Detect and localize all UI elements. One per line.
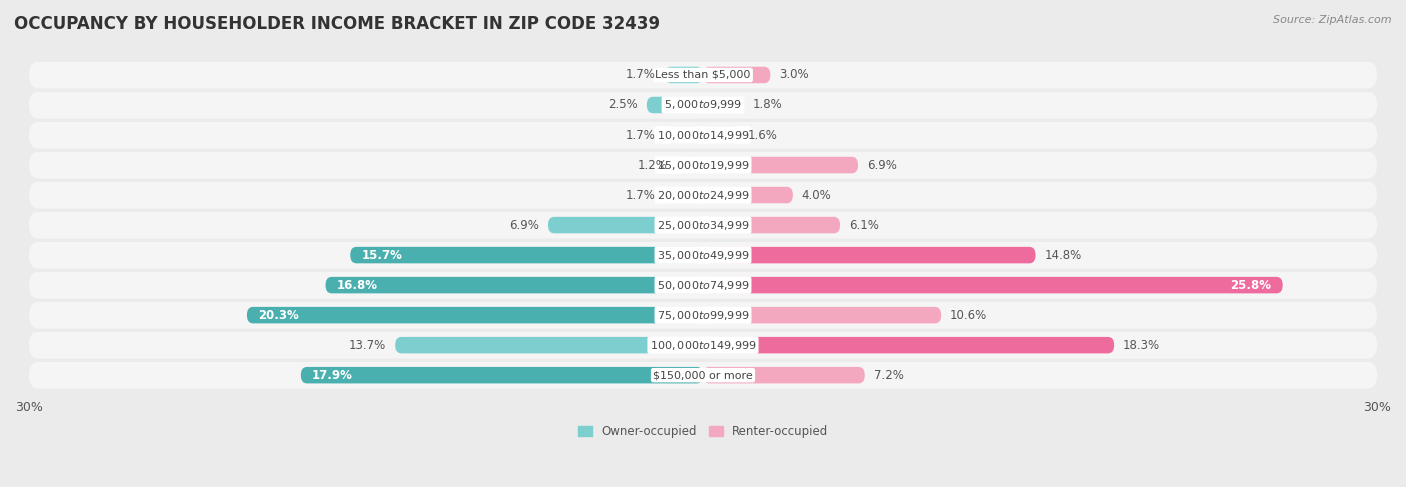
FancyBboxPatch shape: [30, 61, 1376, 89]
Text: 1.7%: 1.7%: [626, 188, 655, 202]
Text: 1.8%: 1.8%: [752, 98, 782, 112]
Text: 20.3%: 20.3%: [259, 309, 299, 321]
FancyBboxPatch shape: [703, 277, 1282, 293]
Text: 1.6%: 1.6%: [748, 129, 778, 142]
Text: 7.2%: 7.2%: [873, 369, 904, 382]
FancyBboxPatch shape: [30, 121, 1376, 149]
FancyBboxPatch shape: [247, 307, 703, 323]
Text: Source: ZipAtlas.com: Source: ZipAtlas.com: [1274, 15, 1392, 25]
Text: 1.7%: 1.7%: [626, 129, 655, 142]
FancyBboxPatch shape: [703, 247, 1036, 263]
FancyBboxPatch shape: [647, 97, 703, 113]
Text: 16.8%: 16.8%: [337, 279, 378, 292]
FancyBboxPatch shape: [30, 182, 1376, 208]
FancyBboxPatch shape: [30, 301, 1376, 329]
Text: $100,000 to $149,999: $100,000 to $149,999: [650, 338, 756, 352]
Text: $10,000 to $14,999: $10,000 to $14,999: [657, 129, 749, 142]
FancyBboxPatch shape: [395, 337, 703, 354]
FancyBboxPatch shape: [703, 367, 865, 383]
FancyBboxPatch shape: [326, 277, 703, 293]
FancyBboxPatch shape: [665, 127, 703, 143]
FancyBboxPatch shape: [30, 92, 1376, 118]
Text: 25.8%: 25.8%: [1230, 279, 1271, 292]
FancyBboxPatch shape: [703, 217, 839, 233]
FancyBboxPatch shape: [703, 187, 793, 203]
FancyBboxPatch shape: [665, 187, 703, 203]
FancyBboxPatch shape: [665, 67, 703, 83]
Legend: Owner-occupied, Renter-occupied: Owner-occupied, Renter-occupied: [578, 425, 828, 438]
FancyBboxPatch shape: [703, 67, 770, 83]
FancyBboxPatch shape: [703, 97, 744, 113]
FancyBboxPatch shape: [30, 332, 1376, 358]
FancyBboxPatch shape: [30, 242, 1376, 269]
Text: Less than $5,000: Less than $5,000: [655, 70, 751, 80]
FancyBboxPatch shape: [676, 157, 703, 173]
Text: $50,000 to $74,999: $50,000 to $74,999: [657, 279, 749, 292]
FancyBboxPatch shape: [350, 247, 703, 263]
Text: 6.1%: 6.1%: [849, 219, 879, 232]
Text: 14.8%: 14.8%: [1045, 248, 1081, 262]
Text: $25,000 to $34,999: $25,000 to $34,999: [657, 219, 749, 232]
Text: OCCUPANCY BY HOUSEHOLDER INCOME BRACKET IN ZIP CODE 32439: OCCUPANCY BY HOUSEHOLDER INCOME BRACKET …: [14, 15, 661, 33]
Text: 10.6%: 10.6%: [950, 309, 987, 321]
Text: $15,000 to $19,999: $15,000 to $19,999: [657, 159, 749, 171]
Text: 4.0%: 4.0%: [801, 188, 831, 202]
FancyBboxPatch shape: [30, 362, 1376, 389]
Text: 6.9%: 6.9%: [868, 159, 897, 171]
Text: $150,000 or more: $150,000 or more: [654, 370, 752, 380]
FancyBboxPatch shape: [30, 151, 1376, 179]
FancyBboxPatch shape: [703, 157, 858, 173]
Text: 6.9%: 6.9%: [509, 219, 538, 232]
Text: 18.3%: 18.3%: [1123, 338, 1160, 352]
Text: 15.7%: 15.7%: [361, 248, 402, 262]
FancyBboxPatch shape: [30, 272, 1376, 299]
FancyBboxPatch shape: [703, 127, 740, 143]
Text: 13.7%: 13.7%: [349, 338, 387, 352]
Text: 3.0%: 3.0%: [779, 69, 808, 81]
Text: 17.9%: 17.9%: [312, 369, 353, 382]
Text: $20,000 to $24,999: $20,000 to $24,999: [657, 188, 749, 202]
Text: 1.2%: 1.2%: [637, 159, 666, 171]
Text: $75,000 to $99,999: $75,000 to $99,999: [657, 309, 749, 321]
FancyBboxPatch shape: [301, 367, 703, 383]
FancyBboxPatch shape: [703, 337, 1114, 354]
Text: $35,000 to $49,999: $35,000 to $49,999: [657, 248, 749, 262]
FancyBboxPatch shape: [703, 307, 941, 323]
Text: 2.5%: 2.5%: [607, 98, 638, 112]
Text: 1.7%: 1.7%: [626, 69, 655, 81]
Text: $5,000 to $9,999: $5,000 to $9,999: [664, 98, 742, 112]
FancyBboxPatch shape: [30, 211, 1376, 239]
FancyBboxPatch shape: [548, 217, 703, 233]
